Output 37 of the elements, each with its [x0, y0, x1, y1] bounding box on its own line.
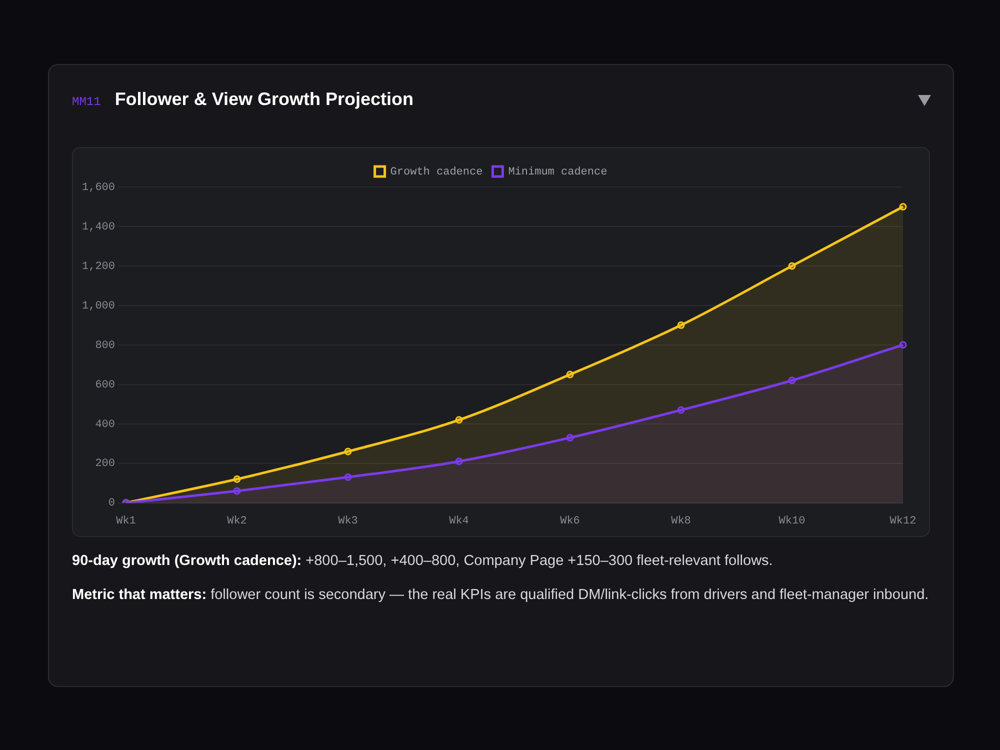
point [344, 473, 352, 481]
y-tick-label: 400 [95, 418, 116, 431]
point [677, 321, 685, 329]
y-tick-label: 1,400 [82, 221, 116, 234]
point [899, 341, 907, 349]
chart-title: Follower & View Growth Projection [114, 89, 414, 110]
point [455, 416, 463, 424]
x-tick-label: Wk3 [338, 515, 358, 528]
chart-subtitle: MM11 [72, 95, 101, 109]
point [788, 262, 796, 270]
point [677, 406, 685, 414]
x-tick-label: Wk12 [890, 515, 916, 528]
x-tick-label: Wk6 [560, 515, 580, 528]
point [566, 370, 574, 378]
text: Metric that matters: follower count is secondary — the real KPIs are qualified DM/link-clicks from drivers and fleet-manager inbound. [72, 587, 929, 603]
y-tick-label: 1,600 [82, 182, 116, 194]
x-tick-label: Wk8 [671, 515, 691, 528]
legend-label: Growth cadence [390, 166, 483, 178]
y-tick-label: 600 [95, 379, 116, 392]
point [788, 376, 796, 384]
point [233, 487, 241, 495]
text: 90-day growth (Growth cadence): +800–1,500, +400–800, Company Page +150–300 fleet-relevant follows. [72, 553, 773, 569]
x-tick-label: Wk1 [116, 515, 136, 528]
y-tick-label: 0 [108, 498, 116, 510]
x-tick-label: Wk10 [778, 515, 806, 528]
point [899, 202, 907, 210]
point [344, 448, 352, 456]
point [455, 458, 463, 466]
x-tick-label: Wk2 [227, 515, 247, 528]
y-tick-label: 1,000 [82, 300, 116, 312]
y-tick-label: 1,200 [82, 260, 116, 273]
y-tick-label: 200 [95, 458, 116, 470]
point [233, 475, 241, 483]
x-tick-label: Wk4 [449, 515, 470, 528]
legend-label: Minimum cadence [508, 166, 608, 178]
point [566, 434, 574, 442]
y-tick-label: 800 [95, 340, 116, 352]
